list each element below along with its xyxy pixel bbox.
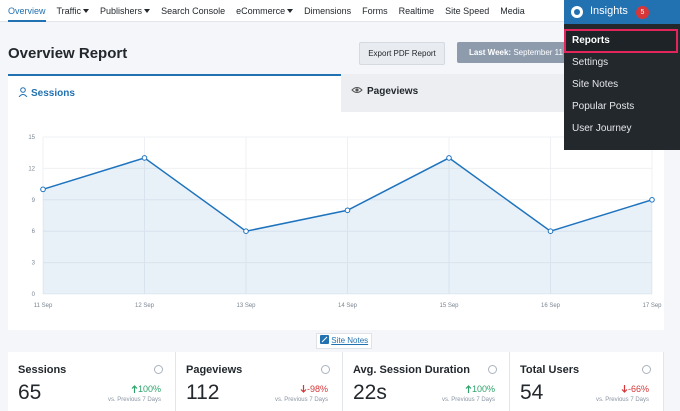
info-icon[interactable] — [488, 365, 497, 374]
caret — [83, 9, 90, 14]
caret — [287, 9, 294, 14]
point — [446, 155, 452, 161]
logo-icon — [571, 6, 583, 18]
site-notes-label: Site Notes — [331, 336, 369, 345]
point — [649, 197, 655, 203]
info-icon[interactable] — [321, 365, 330, 374]
arrow-icon — [300, 385, 307, 393]
x-tick-label: 16 Sep — [541, 303, 561, 309]
stat-value: 54 — [520, 381, 544, 404]
y-tick-label: 3 — [32, 261, 36, 267]
stat-card: Total Users 54 -66% vs. Previous 7 Days — [510, 352, 664, 411]
stat-label: Avg. Session Duration — [353, 364, 470, 376]
info-icon[interactable] — [642, 365, 651, 374]
date-label: Last Week: — [469, 48, 512, 57]
arrow-icon — [131, 385, 138, 393]
x-tick-label: 15 Sep — [439, 303, 459, 309]
menu-item[interactable]: User Journey — [572, 123, 632, 134]
highlight — [564, 29, 678, 53]
stat-label: Total Users — [520, 364, 580, 376]
point — [547, 228, 554, 234]
nav-item[interactable]: Forms — [362, 5, 388, 16]
nav-item[interactable]: Search Console — [161, 5, 226, 16]
y-tick-label: 6 — [32, 229, 36, 235]
nav-item[interactable]: eCommerce — [236, 0, 294, 22]
badge: 5 — [636, 6, 649, 19]
menu-item[interactable]: Reports — [572, 35, 610, 46]
stat-label: Sessions — [18, 364, 67, 376]
comparison: vs. Previous 7 Days — [441, 397, 495, 403]
nav-label: eCommerce — [236, 5, 286, 16]
nav-item[interactable]: Media — [500, 5, 525, 16]
tab[interactable]: Sessions — [8, 74, 341, 112]
arrow-icon — [465, 385, 472, 393]
comparison: vs. Previous 7 Days — [274, 397, 328, 403]
stat-card: Avg. Session Duration 22s 100% vs. Previ… — [343, 352, 510, 411]
stat-change: -66% — [621, 384, 649, 394]
point — [243, 228, 249, 234]
x-tick-label: 12 Sep — [135, 303, 155, 309]
page-title: Overview Report — [8, 45, 128, 62]
site-notes-button[interactable]: Site Notes — [316, 333, 373, 349]
chart: 0 3 6 9 12 15 11 Sep 12 Sep 13 Sep 14 Sep 15 Sep 16… — [8, 112, 664, 330]
x-tick-label: 14 Sep — [338, 303, 358, 309]
menu-item[interactable]: Settings — [572, 57, 609, 68]
y-tick-label: 12 — [28, 166, 35, 172]
x-tick-label: 17 Sep — [642, 303, 662, 309]
date-button[interactable]: Last Week: September 11 - — [457, 42, 587, 63]
comparison: vs. Previous 7 Days — [107, 397, 161, 403]
change-value: -66% — [627, 384, 649, 394]
arrow-icon — [621, 385, 628, 393]
nav-item[interactable]: Realtime — [398, 5, 435, 16]
user-icon — [18, 87, 28, 98]
export-button[interactable]: Export PDF Report — [359, 42, 445, 65]
dropdown-menu: Insights 5 Reports Settings Site Notes P… — [564, 0, 680, 150]
nav-item[interactable]: Overview — [8, 0, 46, 22]
change-value: 100% — [137, 384, 161, 394]
menu-item[interactable]: Site Notes — [572, 79, 619, 90]
nav-item[interactable]: Site Speed — [445, 5, 490, 16]
caret — [144, 9, 151, 14]
tab-label: Pageviews — [367, 86, 419, 97]
change-value: 100% — [471, 384, 495, 394]
date-range: September 11 - — [513, 48, 568, 57]
point — [141, 155, 148, 161]
x-tick-label: 13 Sep — [236, 303, 256, 309]
menu-item[interactable]: Popular Posts — [572, 101, 635, 112]
nav-item[interactable]: Dimensions — [304, 5, 352, 16]
comparison: vs. Previous 7 Days — [595, 397, 649, 403]
change-value: -98% — [306, 384, 328, 394]
stat-value: 22s — [353, 381, 387, 404]
y-tick-label: 15 — [28, 135, 35, 141]
eye-icon — [351, 87, 363, 93]
stat-change: 100% — [131, 384, 161, 394]
stat-label: Pageviews — [186, 364, 243, 376]
nav-item[interactable]: Publishers — [100, 0, 151, 22]
menu-title: Insights — [590, 5, 628, 17]
stat-card: Pageviews 112 -98% vs. Previous 7 Days — [176, 352, 343, 411]
y-tick-label: 0 — [32, 292, 36, 298]
tab-label: Sessions — [31, 88, 75, 99]
info-icon[interactable] — [154, 365, 163, 374]
note-icon — [320, 335, 329, 344]
stat-card: Sessions 65 100% vs. Previous 7 Days — [8, 352, 176, 411]
stat-change: 100% — [465, 384, 495, 394]
stat-value: 112 — [186, 381, 220, 404]
stat-value: 65 — [18, 381, 42, 404]
y-tick-label: 9 — [32, 198, 36, 204]
point — [344, 207, 351, 214]
area — [43, 157, 652, 294]
nav-label: Traffic — [56, 5, 82, 16]
stat-change: -98% — [300, 384, 328, 394]
point — [40, 186, 46, 193]
nav-item[interactable]: Traffic — [57, 0, 90, 22]
nav-label: Publishers — [100, 5, 143, 16]
x-tick-label: 11 Sep — [34, 303, 53, 309]
menu-header[interactable]: Insights 5 — [564, 0, 680, 24]
nav-bar: Overview Traffic Publishers Search Conso… — [0, 0, 680, 22]
